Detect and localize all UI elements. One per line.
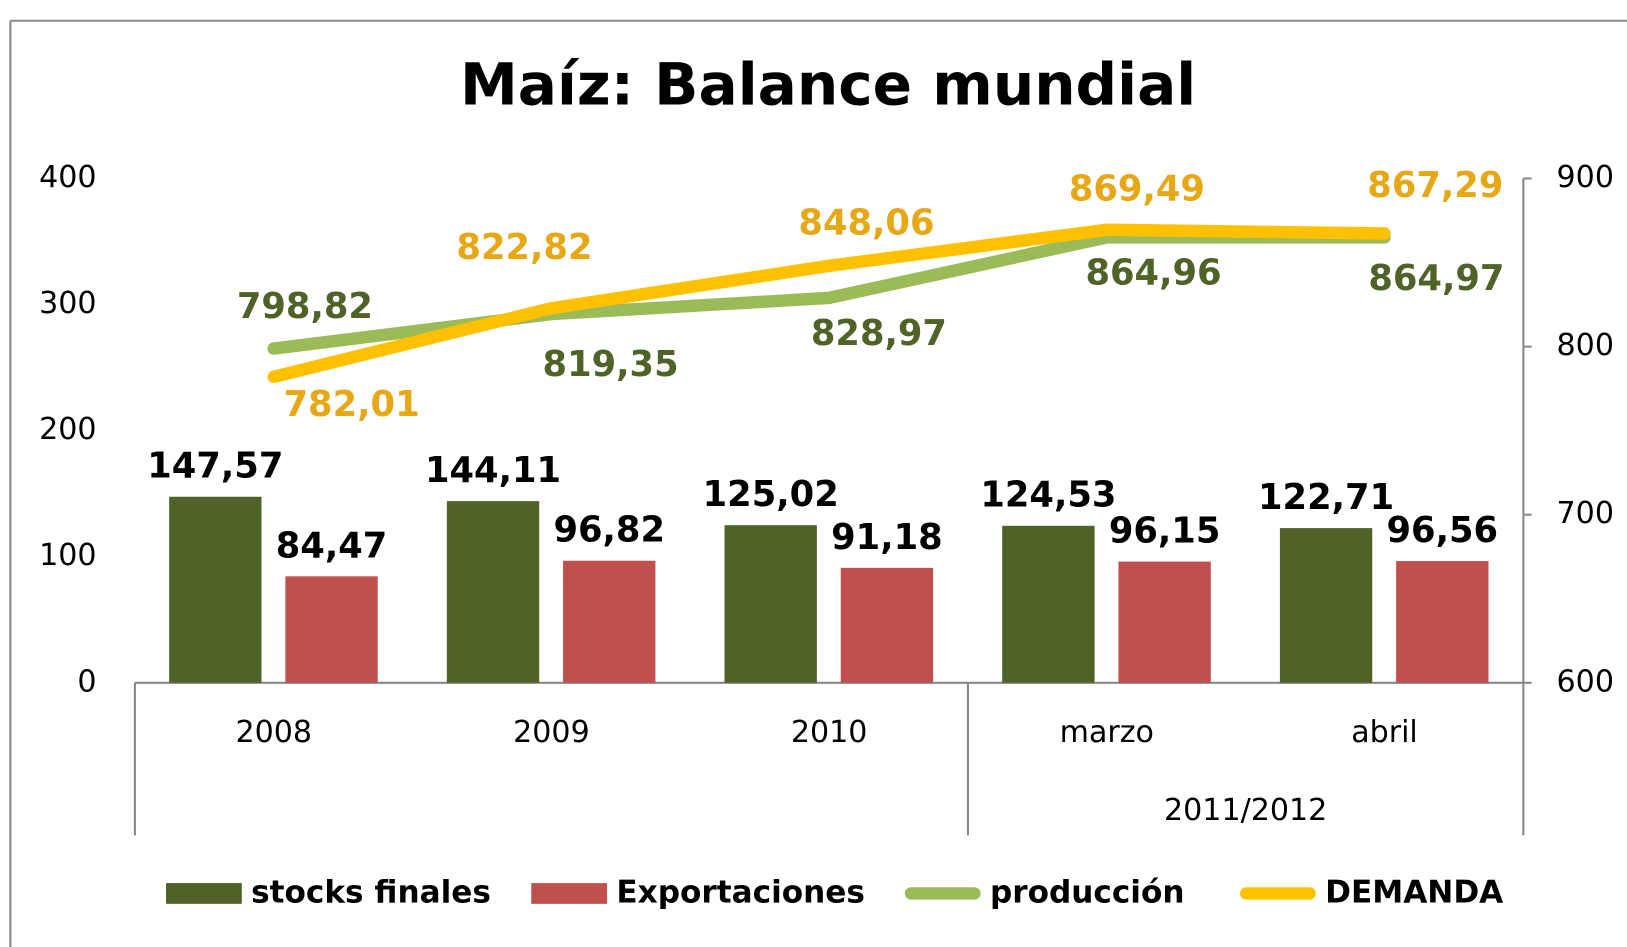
y2-tick-label: 700	[1557, 496, 1614, 531]
plot-root: Maíz: Balance mundial 0 100 200 300 400 600 70…	[9, 19, 1627, 947]
y-tick-label: 400	[39, 160, 96, 195]
bar	[285, 576, 378, 683]
bar	[840, 567, 934, 683]
x-tick-label: 2010	[791, 715, 868, 750]
x-tick-label: 2008	[235, 715, 312, 750]
bar-value-label: 84,47	[276, 525, 388, 566]
bar-value-label: 124,53	[980, 475, 1116, 516]
y2-tick-label: 900	[1557, 160, 1614, 195]
bar	[169, 496, 262, 683]
line-value-label: 864,97	[1368, 258, 1504, 299]
line-value-label: 798,82	[237, 286, 373, 327]
y2-tick-label: 800	[1557, 328, 1614, 363]
line-value-label: 819,35	[543, 344, 679, 385]
legend-swatch	[166, 883, 242, 904]
line-value-label: 869,49	[1069, 168, 1205, 209]
bar	[1002, 525, 1095, 683]
bar-value-label: 147,57	[147, 446, 283, 487]
bar-value-label: 144,11	[425, 450, 561, 491]
bar-value-label: 96,82	[553, 510, 665, 551]
line-value-label: 848,06	[798, 202, 934, 243]
line-series	[267, 223, 1391, 384]
bar-value-label: 96,15	[1109, 511, 1221, 552]
bar	[724, 525, 817, 683]
bar	[563, 560, 656, 683]
bar-value-label: 122,71	[1258, 477, 1394, 518]
bar	[1279, 528, 1373, 683]
y-tick-label: 200	[39, 412, 96, 447]
line-value-label: 828,97	[811, 313, 947, 354]
x-tick-label: abril	[1351, 715, 1418, 750]
bar	[446, 501, 540, 683]
line-value-label: 782,01	[284, 384, 420, 425]
y-tick-label: 100	[39, 538, 96, 573]
bar-value-label: 125,02	[703, 474, 839, 515]
x-tick-label: marzo	[1060, 715, 1154, 750]
legend-swatch	[531, 883, 608, 904]
bar	[1396, 561, 1489, 683]
x-group-label: 2011/2012	[1164, 793, 1327, 828]
bar	[1118, 561, 1211, 683]
y2-tick-label: 600	[1557, 664, 1614, 699]
y-tick-label: 300	[39, 286, 96, 321]
bar-value-label: 96,56	[1387, 510, 1499, 551]
legend-label: stocks finales	[251, 874, 491, 910]
chart-title: Maíz: Balance mundial	[460, 50, 1196, 118]
legend-label: Exportaciones	[616, 874, 865, 910]
legend-label: DEMANDA	[1325, 874, 1503, 910]
x-tick-label: 2009	[513, 715, 590, 750]
line-value-label: 822,82	[456, 227, 592, 268]
y-tick-label: 0	[77, 664, 96, 699]
bar-value-label: 91,18	[831, 517, 943, 558]
line-value-label: 864,96	[1085, 253, 1221, 294]
legend-label: producción	[990, 874, 1185, 910]
line-value-label: 867,29	[1367, 165, 1503, 206]
